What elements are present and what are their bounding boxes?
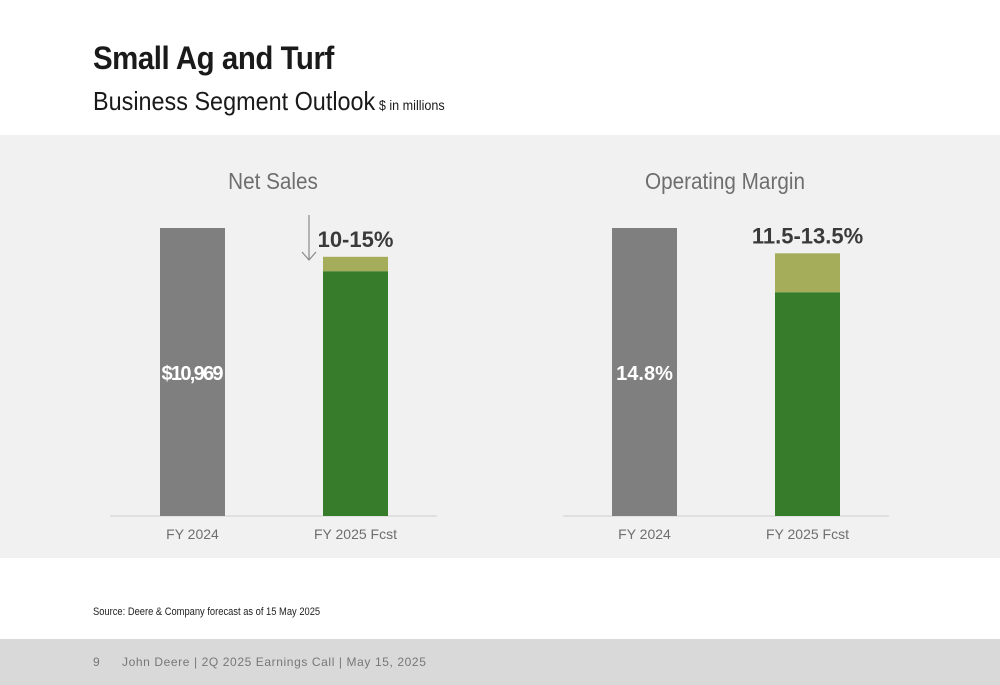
operating-margin-bar-fy2024	[612, 228, 677, 516]
net-sales-bar-value-label: $10,969	[162, 363, 224, 385]
charts-svg: $10,969 FY 2024 10-15% FY 2025 Fcst 14.8% FY…	[110, 215, 889, 542]
net-sales-chart-title: Net Sales	[228, 168, 318, 194]
page-title: Small Ag and Turf	[93, 40, 334, 76]
operating-margin-x-tick-label: FY 2025 Fcst	[766, 526, 849, 542]
net-sales-x-tick-label: FY 2025 Fcst	[314, 526, 397, 542]
page-number: 9	[93, 655, 100, 669]
operating-margin-chart: 14.8% FY 2024 11.5-13.5% FY 2025 Fcst	[563, 223, 889, 542]
subtitle-text: Business Segment Outlook	[93, 86, 376, 116]
net-sales-bar-forecast-range	[323, 256, 388, 272]
operating-margin-forecast-range-label: 11.5-13.5%	[752, 223, 863, 248]
net-sales-forecast-range-label: 10-15%	[318, 227, 394, 252]
net-sales-bar-forecast-base	[323, 271, 388, 516]
down-arrow-head-icon	[301, 251, 317, 261]
footer-text: John Deere | 2Q 2025 Earnings Call | May…	[122, 655, 427, 669]
operating-margin-bar-forecast-base	[775, 292, 840, 516]
page-subtitle: Business Segment Outlook $ in millions	[93, 86, 445, 117]
operating-margin-chart-title: Operating Margin	[645, 168, 805, 194]
operating-margin-x-tick-label: FY 2024	[618, 526, 671, 542]
net-sales-x-tick-label: FY 2024	[166, 526, 219, 542]
operating-margin-bar-forecast-range	[775, 253, 840, 293]
unit-note: $ in millions	[378, 97, 445, 113]
source-note: Source: Deere & Company forecast as of 1…	[93, 606, 321, 618]
operating-margin-bar-value-label: 14.8%	[616, 363, 673, 385]
net-sales-bar-fy2024	[160, 228, 225, 516]
net-sales-chart: $10,969 FY 2024 10-15% FY 2025 Fcst	[110, 215, 437, 542]
footer-bar: 9 John Deere | 2Q 2025 Earnings Call | M…	[0, 639, 1000, 685]
